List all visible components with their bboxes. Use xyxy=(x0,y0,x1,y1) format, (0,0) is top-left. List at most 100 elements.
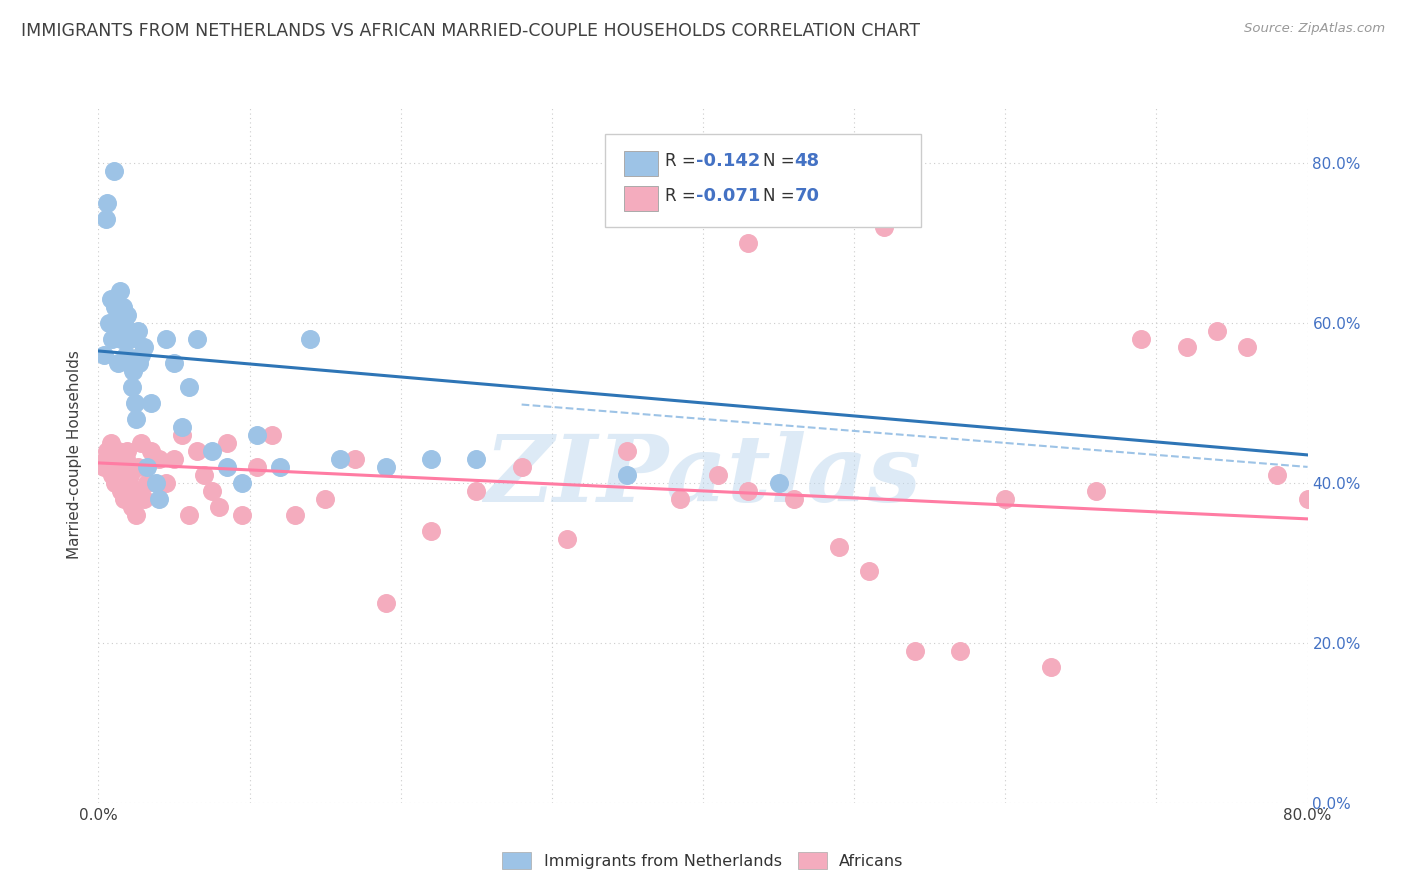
Point xyxy=(108,467,131,482)
Text: R =: R = xyxy=(665,187,702,205)
Point xyxy=(115,308,138,322)
Point xyxy=(125,412,148,426)
Point xyxy=(135,475,157,490)
Point xyxy=(111,300,134,314)
Point xyxy=(1175,340,1198,354)
Point xyxy=(107,356,129,370)
Point xyxy=(103,164,125,178)
Text: IMMIGRANTS FROM NETHERLANDS VS AFRICAN MARRIED-COUPLE HOUSEHOLDS CORRELATION CHA: IMMIGRANTS FROM NETHERLANDS VS AFRICAN M… xyxy=(21,22,920,40)
Point xyxy=(1130,332,1153,346)
Point xyxy=(768,475,790,490)
Point xyxy=(616,444,638,458)
Point xyxy=(314,491,336,506)
Point xyxy=(179,380,201,394)
Y-axis label: Married-couple Households: Married-couple Households xyxy=(67,351,83,559)
Point xyxy=(737,235,759,250)
Point xyxy=(114,348,136,362)
Text: R =: R = xyxy=(665,152,702,169)
Point xyxy=(115,444,138,458)
Point xyxy=(904,644,927,658)
Point xyxy=(465,483,488,498)
Point xyxy=(118,475,141,490)
Point xyxy=(1386,475,1406,490)
Point xyxy=(132,491,155,506)
Point xyxy=(201,483,224,498)
Point xyxy=(128,356,150,370)
Point xyxy=(231,508,253,522)
Point xyxy=(127,459,149,474)
Point xyxy=(246,428,269,442)
Point xyxy=(555,532,578,546)
Point xyxy=(98,316,121,330)
Point xyxy=(1357,491,1379,506)
Point xyxy=(122,364,145,378)
Point xyxy=(105,316,128,330)
Point xyxy=(783,491,806,506)
Point xyxy=(148,451,170,466)
Point xyxy=(329,451,352,466)
Point xyxy=(858,564,880,578)
Point xyxy=(127,324,149,338)
Point xyxy=(114,451,136,466)
Point xyxy=(215,436,238,450)
Point xyxy=(103,316,125,330)
Point xyxy=(1039,660,1062,674)
Text: Source: ZipAtlas.com: Source: ZipAtlas.com xyxy=(1244,22,1385,36)
Point xyxy=(118,356,141,370)
Point xyxy=(1206,324,1229,338)
Point xyxy=(124,396,146,410)
Point xyxy=(120,332,142,346)
Point xyxy=(141,396,163,410)
Point xyxy=(155,332,177,346)
Point xyxy=(262,428,284,442)
Point xyxy=(101,332,124,346)
Point xyxy=(108,284,131,298)
Point xyxy=(201,444,224,458)
Point xyxy=(299,332,322,346)
Point xyxy=(1327,660,1350,674)
Point xyxy=(420,451,443,466)
Point xyxy=(135,459,157,474)
Text: ZIPatlas: ZIPatlas xyxy=(485,431,921,521)
Point xyxy=(94,451,117,466)
Point xyxy=(1267,467,1289,482)
Point xyxy=(141,444,163,458)
Point xyxy=(100,436,122,450)
Point xyxy=(1236,340,1258,354)
Point xyxy=(186,444,208,458)
Point xyxy=(110,332,132,346)
Point xyxy=(170,420,193,434)
Point xyxy=(170,428,193,442)
Point xyxy=(616,467,638,482)
Point xyxy=(215,459,238,474)
Point xyxy=(284,508,307,522)
Point xyxy=(465,451,488,466)
Point xyxy=(122,483,145,498)
Point xyxy=(129,348,152,362)
Text: 48: 48 xyxy=(794,152,820,169)
Point xyxy=(148,491,170,506)
Text: -0.142: -0.142 xyxy=(696,152,761,169)
Point xyxy=(155,475,177,490)
Point xyxy=(110,483,132,498)
Point xyxy=(949,644,972,658)
Point xyxy=(420,524,443,538)
Point xyxy=(100,292,122,306)
Point xyxy=(93,348,115,362)
Text: -0.071: -0.071 xyxy=(696,187,761,205)
Point xyxy=(344,451,367,466)
Point xyxy=(1085,483,1108,498)
Point xyxy=(246,459,269,474)
Point xyxy=(94,212,117,227)
Point xyxy=(104,475,127,490)
Point xyxy=(103,451,125,466)
Point xyxy=(111,459,134,474)
Point xyxy=(994,491,1017,506)
Point xyxy=(208,500,231,514)
Legend: Immigrants from Netherlands, Africans: Immigrants from Netherlands, Africans xyxy=(496,846,910,875)
Point xyxy=(107,444,129,458)
Point xyxy=(374,459,396,474)
Text: N =: N = xyxy=(763,152,800,169)
Point xyxy=(129,436,152,450)
Point xyxy=(873,219,896,234)
